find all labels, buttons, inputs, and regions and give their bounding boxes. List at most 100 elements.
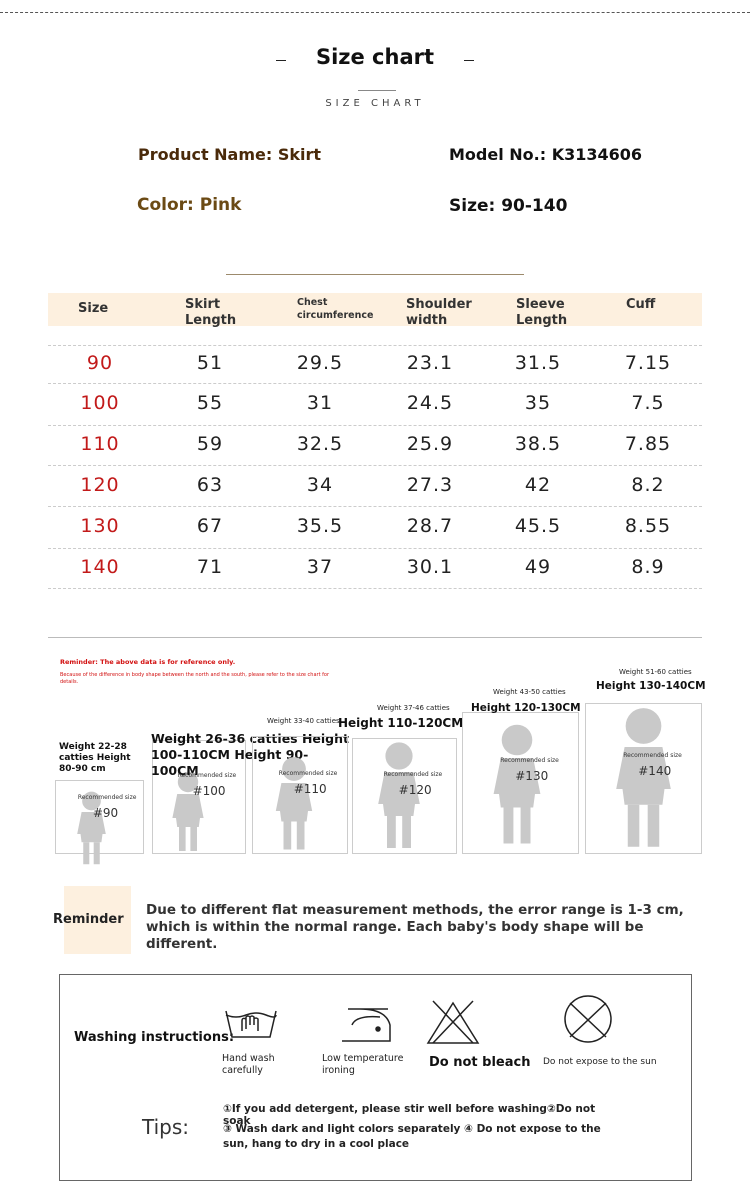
table-cell: 37: [306, 556, 334, 578]
table-cell: 45.5: [514, 515, 562, 537]
dash: [464, 60, 474, 61]
reminder-title: Reminder: [53, 912, 124, 927]
recommended-size: #90: [92, 806, 119, 821]
care-item: Low temperature ironing: [322, 1053, 404, 1076]
table-cell: 35: [524, 392, 552, 414]
table-cell: 24.5: [406, 392, 454, 414]
table-cell: 30.1: [406, 556, 454, 578]
table-header-cell: Size: [78, 301, 109, 316]
table-cell: 34: [306, 473, 334, 496]
row-line: [48, 465, 702, 466]
table-cell: 31: [306, 392, 334, 414]
table-cell: 59: [196, 433, 224, 455]
divider: [48, 637, 702, 638]
dash: [276, 60, 286, 61]
notice-title: Reminder: The above data is for referenc…: [60, 658, 236, 666]
care-item: Hand wash carefully: [222, 1053, 275, 1076]
table-cell: 55: [196, 392, 224, 414]
table-cell: 71: [196, 556, 224, 578]
recommended-label: Recommended size: [383, 771, 443, 779]
child-silhouette: [77, 791, 106, 865]
recommended-label: Recommended size: [177, 772, 237, 780]
row-line: [48, 345, 702, 346]
figure-label: Weight 26-36 catties Height 100-110CM He…: [151, 731, 350, 778]
table-cell: 28.7: [406, 515, 454, 537]
table-cell: 63: [196, 473, 224, 496]
care-item: Do not expose to the sun: [543, 1057, 657, 1067]
table-cell: 67: [196, 515, 224, 537]
size-range: Size: 90-140: [449, 196, 568, 216]
recommended-label: Recommended size: [278, 770, 338, 778]
figure-height: Height 130-140CM: [596, 680, 706, 692]
recommended-label: Recommended size: [623, 752, 682, 760]
figure-box: [352, 738, 457, 854]
table-cell: 8.2: [631, 473, 665, 496]
table-cell: 8.9: [631, 556, 665, 578]
model-no: Model No.: K3134606: [449, 145, 643, 164]
table-cell: 7.85: [624, 433, 672, 455]
recommended-size: #110: [293, 782, 327, 797]
reminder-text: Due to different flat measurement method…: [146, 902, 684, 952]
table-cell: 23.1: [406, 352, 454, 374]
recommended-size: #140: [638, 764, 672, 779]
table-cell: 31.5: [514, 352, 562, 374]
figure-weight: Weight 33-40 catties: [267, 717, 340, 725]
subtitle: SIZE CHART: [325, 98, 425, 109]
reminder-bg: [64, 886, 131, 954]
table-cell: 90: [86, 352, 114, 374]
tip: ③ Wash dark and light colors separately …: [223, 1123, 601, 1150]
figure-box: [152, 740, 246, 854]
row-line: [48, 425, 702, 426]
figure-weight: Weight 51-60 catties: [619, 668, 692, 676]
table-cell: 49: [524, 556, 552, 578]
tip: ①If you add detergent, please stir well …: [223, 1103, 596, 1127]
figure-box: [462, 712, 579, 854]
recommended-size: #130: [515, 769, 549, 783]
figure-height: Height 110-120CM: [338, 716, 464, 730]
table-header-cell: Sleeve Length: [516, 297, 568, 328]
title: Size chart: [315, 45, 435, 69]
notice-text: Because of the difference in body shape …: [60, 672, 329, 685]
table-cell: 25.9: [406, 433, 454, 455]
child-silhouette: [616, 708, 671, 847]
table-cell: 32.5: [296, 433, 344, 455]
table-header-cell: Chest circumference: [297, 297, 374, 321]
divider: [358, 90, 396, 91]
table-cell: 42: [524, 473, 552, 496]
row-line: [48, 506, 702, 507]
table-cell: 110: [80, 433, 120, 455]
table-cell: 8.55: [624, 515, 672, 537]
figure-box: [585, 703, 702, 854]
figure-weight: Weight 43-50 catties: [493, 688, 566, 696]
table-header-cell: Cuff: [626, 297, 656, 312]
table-cell: 7.5: [631, 392, 665, 414]
table-cell: 7.15: [624, 352, 672, 374]
color: Color: Pink: [137, 195, 242, 215]
care-item: Do not bleach: [429, 1055, 531, 1070]
top-border: [0, 12, 750, 13]
figure-height: Height 120-130CM: [471, 702, 581, 714]
figure-box: [252, 736, 348, 854]
care-icons: [225, 995, 612, 1044]
child-silhouette: [493, 724, 541, 844]
divider: [226, 274, 524, 275]
table-cell: 100: [80, 392, 120, 414]
product-name: Product Name: Skirt: [138, 145, 322, 164]
table-cell: 140: [80, 556, 120, 578]
row-line: [48, 548, 702, 549]
care-title: Washing instructions:: [74, 1030, 235, 1045]
table-cell: 130: [80, 515, 120, 537]
table-header-cell: Shoulder width: [406, 297, 472, 328]
child-silhouette: [172, 771, 204, 851]
child-silhouette: [378, 742, 420, 848]
table-cell: 38.5: [514, 433, 562, 455]
recommended-size: #100: [192, 784, 226, 799]
table-cell: 51: [196, 352, 224, 374]
child-silhouette: [275, 757, 313, 850]
tips-title: Tips:: [142, 1115, 190, 1139]
recommended-label: Recommended size: [500, 757, 559, 764]
figure-label: Weight 22-28 catties Height 80-90 cm: [59, 742, 131, 774]
care-box: [59, 974, 692, 1181]
table-header: [48, 293, 702, 326]
